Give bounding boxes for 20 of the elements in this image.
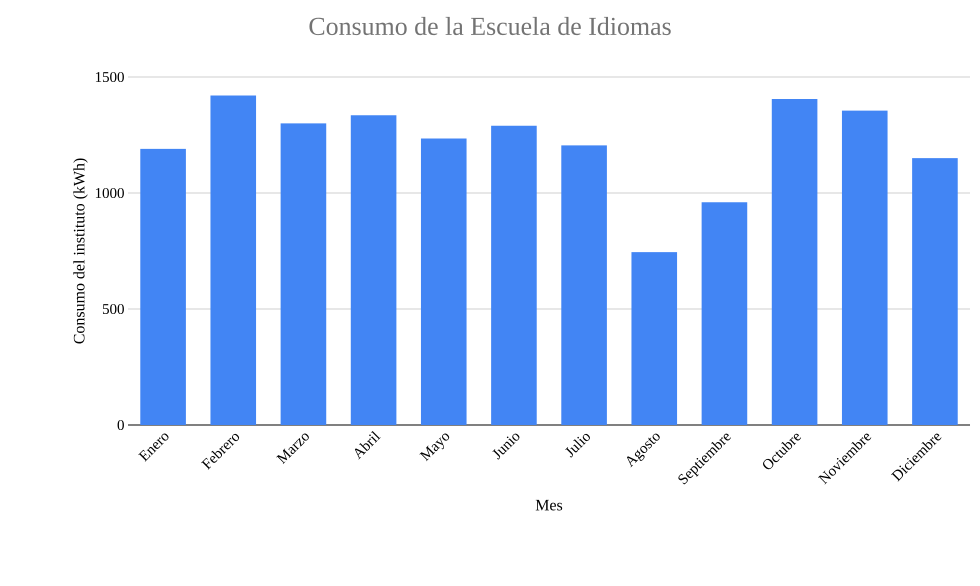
y-tick-label: 1500 — [96, 72, 124, 82]
bar — [491, 126, 537, 425]
y-axis-title: Consumo del instituto (kWh) — [73, 158, 88, 344]
bar — [842, 110, 888, 425]
bar — [280, 123, 326, 425]
chart-title: Consumo de la Escuela de Idiomas — [309, 16, 671, 36]
x-axis-title: Mes — [536, 500, 562, 510]
bar — [702, 202, 748, 425]
bar — [350, 115, 396, 425]
bar — [772, 99, 818, 425]
bar — [210, 96, 256, 425]
bar — [912, 158, 958, 425]
bar — [140, 148, 186, 425]
y-tick-label: 500 — [102, 304, 124, 314]
bar — [631, 252, 678, 425]
y-tick-label: 0 — [118, 420, 124, 430]
bar — [561, 145, 607, 425]
y-tick-label: 1000 — [96, 188, 124, 198]
bar — [420, 138, 467, 425]
x-tick-label: Julio — [565, 434, 590, 458]
